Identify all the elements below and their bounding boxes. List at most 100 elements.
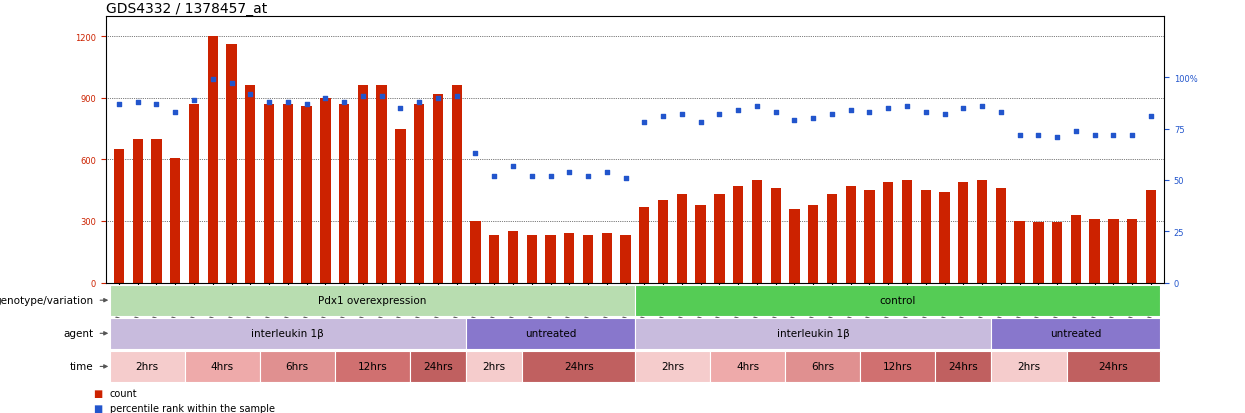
Point xyxy=(128,99,148,106)
Bar xyxy=(1145,191,1157,283)
Point xyxy=(916,109,936,116)
Bar xyxy=(1089,219,1099,283)
Bar xyxy=(920,191,931,283)
Bar xyxy=(184,351,260,382)
Point xyxy=(710,112,730,118)
Text: Pdx1 overexpression: Pdx1 overexpression xyxy=(317,295,427,306)
Point xyxy=(315,95,335,102)
Point xyxy=(334,99,354,106)
Bar xyxy=(1033,223,1043,283)
Text: 24hrs: 24hrs xyxy=(1098,361,1128,372)
Bar xyxy=(508,232,518,283)
Point xyxy=(503,163,523,169)
Point xyxy=(428,95,448,102)
Bar xyxy=(489,236,499,283)
Bar xyxy=(301,107,311,283)
Point xyxy=(410,99,430,106)
Text: percentile rank within the sample: percentile rank within the sample xyxy=(110,403,275,413)
Bar xyxy=(1067,351,1160,382)
Text: 24hrs: 24hrs xyxy=(564,361,594,372)
Point xyxy=(1010,132,1030,139)
Bar xyxy=(901,180,913,283)
Bar xyxy=(564,234,574,283)
Text: 2hrs: 2hrs xyxy=(136,361,158,372)
Point xyxy=(296,101,316,108)
Point xyxy=(840,107,860,114)
Text: 12hrs: 12hrs xyxy=(357,361,387,372)
Text: ■: ■ xyxy=(93,388,102,398)
Bar xyxy=(208,37,218,283)
Text: interleukin 1β: interleukin 1β xyxy=(251,328,324,339)
Text: time: time xyxy=(70,361,93,372)
Bar xyxy=(320,98,330,283)
Bar xyxy=(1015,221,1025,283)
Bar xyxy=(1052,223,1062,283)
Point xyxy=(522,173,542,180)
Text: agent: agent xyxy=(63,328,93,339)
Text: 2hrs: 2hrs xyxy=(661,361,684,372)
Bar xyxy=(860,351,935,382)
Bar xyxy=(283,104,293,283)
Point xyxy=(1028,132,1048,139)
Bar xyxy=(189,104,199,283)
Point xyxy=(654,114,674,120)
Text: 2hrs: 2hrs xyxy=(1017,361,1041,372)
Bar xyxy=(132,140,143,283)
Bar xyxy=(620,236,631,283)
Point xyxy=(222,81,242,88)
Bar xyxy=(657,201,669,283)
Bar xyxy=(376,86,387,283)
Bar xyxy=(452,86,462,283)
Bar xyxy=(466,318,635,349)
Bar xyxy=(991,351,1067,382)
Point xyxy=(372,93,392,100)
Bar xyxy=(710,351,786,382)
Bar xyxy=(808,205,818,283)
Point xyxy=(240,91,260,98)
Point xyxy=(184,97,204,104)
Text: 4hrs: 4hrs xyxy=(736,361,759,372)
Bar xyxy=(977,180,987,283)
Bar xyxy=(752,180,762,283)
Text: 6hrs: 6hrs xyxy=(810,361,834,372)
Bar xyxy=(1071,215,1081,283)
Bar xyxy=(959,183,969,283)
Text: 24hrs: 24hrs xyxy=(423,361,453,372)
Bar xyxy=(771,189,781,283)
Point xyxy=(259,99,279,106)
Point xyxy=(991,109,1011,116)
Point xyxy=(803,116,823,122)
Point xyxy=(166,109,186,116)
Text: control: control xyxy=(879,295,916,306)
Point xyxy=(878,105,898,112)
Bar xyxy=(523,351,635,382)
Text: ■: ■ xyxy=(93,403,102,413)
Point xyxy=(1140,114,1160,120)
Bar xyxy=(991,318,1160,349)
Text: untreated: untreated xyxy=(525,328,576,339)
Bar xyxy=(789,209,799,283)
Bar xyxy=(883,183,894,283)
Text: GDS4332 / 1378457_at: GDS4332 / 1378457_at xyxy=(106,2,268,16)
Bar xyxy=(527,236,537,283)
Bar xyxy=(171,159,181,283)
Point xyxy=(1047,134,1067,141)
Text: 6hrs: 6hrs xyxy=(285,361,309,372)
Bar xyxy=(357,86,369,283)
Point xyxy=(972,103,992,110)
Point xyxy=(691,120,711,126)
Point xyxy=(596,169,616,176)
Point xyxy=(1084,132,1104,139)
Point xyxy=(954,105,974,112)
Bar xyxy=(635,285,1160,316)
Point xyxy=(484,173,504,180)
Bar xyxy=(415,104,425,283)
Bar xyxy=(733,187,743,283)
Point xyxy=(391,105,411,112)
Bar xyxy=(335,351,410,382)
Text: untreated: untreated xyxy=(1051,328,1102,339)
Bar xyxy=(227,45,237,283)
Point xyxy=(615,175,635,182)
Bar xyxy=(152,140,162,283)
Bar xyxy=(245,86,255,283)
